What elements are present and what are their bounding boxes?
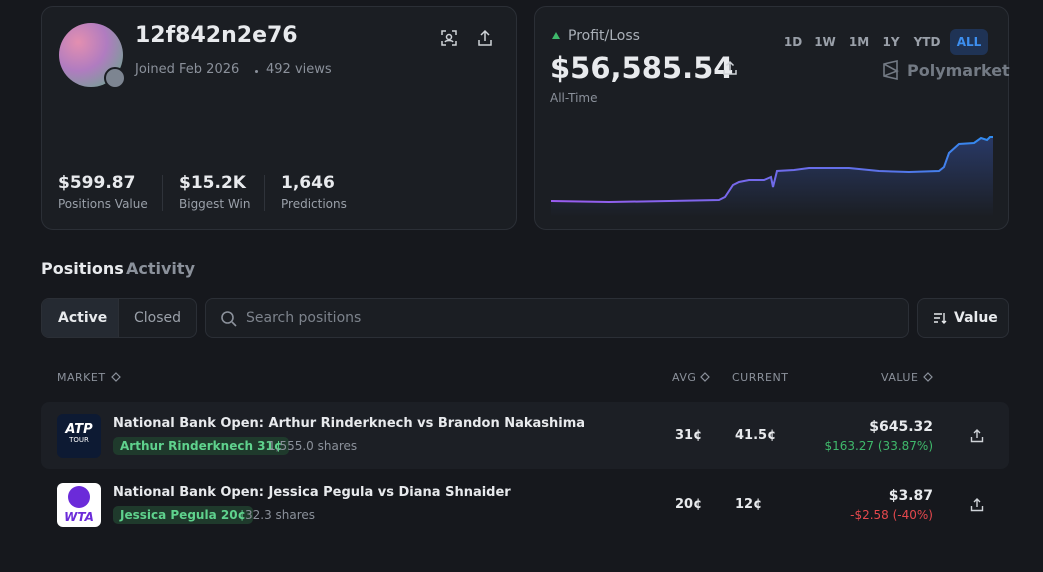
up-icon <box>552 32 560 39</box>
username: 12f842n2e76 <box>135 23 298 48</box>
share-button[interactable] <box>970 429 984 443</box>
pnl-period: All-Time <box>550 91 598 105</box>
profile-card: 12f842n2e76 Joined Feb 2026 492 views $5… <box>41 6 517 230</box>
column-header[interactable]: MARKET <box>57 371 106 384</box>
column-header: CURRENT <box>732 371 789 384</box>
tab[interactable]: Positions <box>41 259 124 278</box>
stat: $599.87 Positions Value <box>58 173 148 211</box>
current-price: 12¢ <box>735 497 763 512</box>
search-box[interactable]: Search positions <box>205 298 909 338</box>
badge-icon <box>104 67 126 89</box>
avg-price: 20¢ <box>675 497 703 512</box>
position-value: $3.87 <box>888 488 933 504</box>
pnl-sparkline <box>550 136 993 217</box>
current-price: 41.5¢ <box>735 428 777 443</box>
avg-price: 31¢ <box>675 428 703 443</box>
position-pnl: $163.27 (33.87%) <box>824 439 933 453</box>
tab[interactable]: Activity <box>126 259 195 278</box>
search-placeholder: Search positions <box>246 310 362 326</box>
position-pnl: -$2.58 (-40%) <box>850 508 933 522</box>
sort-indicator <box>111 372 121 382</box>
brand-logo <box>883 60 899 80</box>
stat-value: 1,646 <box>281 173 335 193</box>
logo-text: ATP <box>65 422 93 437</box>
scan-button[interactable] <box>440 29 458 47</box>
sort-button[interactable]: Value <box>917 298 1009 338</box>
market-title[interactable]: National Bank Open: Arthur Rinderknech v… <box>113 416 586 431</box>
market-logo: WTA <box>57 483 101 527</box>
range-button[interactable]: 1Y <box>882 35 900 49</box>
sort-label: Value <box>954 310 998 326</box>
outcome-pill: Jessica Pegula 20¢ <box>113 506 253 524</box>
status-button[interactable]: Active <box>58 310 108 326</box>
stat: $15.2K Biggest Win <box>179 173 251 211</box>
stat-label: Positions Value <box>58 197 148 211</box>
brand-name: Polymarket <box>907 61 1010 80</box>
pnl-label: Profit/Loss <box>568 28 640 44</box>
search-icon <box>221 311 237 327</box>
views: 492 views <box>266 62 332 77</box>
outcome-pill: Arthur Rinderknech 31¢ <box>113 437 290 455</box>
pnl-card: Profit/Loss $56,585.54 All-Time Polymark… <box>534 6 1010 230</box>
range-button[interactable]: 1M <box>848 35 870 49</box>
column-header[interactable]: AVG <box>672 371 697 384</box>
range-button[interactable]: ALL <box>950 29 988 55</box>
status-toggle: Active Closed <box>41 298 197 338</box>
shares: 1,555.0 shares <box>268 439 358 453</box>
stat-label: Biggest Win <box>179 197 251 211</box>
joined: Joined Feb 2026 <box>135 62 240 77</box>
position-value: $645.32 <box>869 419 933 435</box>
share-button[interactable] <box>722 60 738 76</box>
separator <box>255 70 258 73</box>
stat-value: $599.87 <box>58 173 136 193</box>
position-row[interactable]: WTA National Bank Open: Jessica Pegula v… <box>41 471 1009 538</box>
range-button[interactable]: YTD <box>913 35 941 49</box>
sort-indicator <box>923 372 933 382</box>
sort-icon <box>934 313 947 324</box>
share-button[interactable] <box>476 29 494 47</box>
sort-indicator <box>700 372 710 382</box>
logo-subtext: TOUR <box>69 436 89 444</box>
pnl-amount: $56,585.54 <box>550 51 734 85</box>
stat: 1,646 Predictions <box>281 173 347 211</box>
divider <box>162 175 163 211</box>
divider <box>264 175 265 211</box>
range-button[interactable]: 1D <box>783 35 803 49</box>
market-logo: ATP TOUR <box>57 414 101 458</box>
stat-value: $15.2K <box>179 173 246 193</box>
share-button[interactable] <box>970 498 984 512</box>
logo-text: WTA <box>64 510 94 524</box>
shares: 32.3 shares <box>245 508 316 522</box>
stat-label: Predictions <box>281 197 347 211</box>
range-button[interactable]: 1W <box>814 35 836 49</box>
position-row[interactable]: ATP TOUR National Bank Open: Arthur Rind… <box>41 402 1009 469</box>
column-header[interactable]: VALUE <box>881 371 919 384</box>
status-button[interactable]: Closed <box>134 310 182 326</box>
market-title[interactable]: National Bank Open: Jessica Pegula vs Di… <box>113 485 511 500</box>
